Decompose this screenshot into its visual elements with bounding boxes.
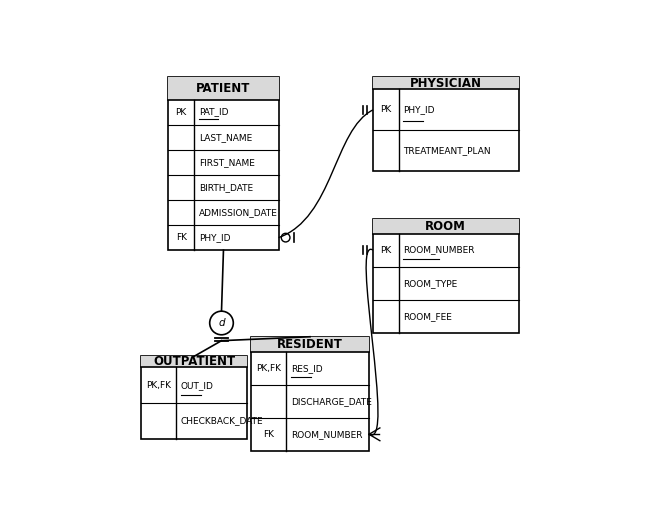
- Text: OUTPATIENT: OUTPATIENT: [153, 355, 235, 368]
- Text: RES_ID: RES_ID: [291, 364, 323, 373]
- Text: RESIDENT: RESIDENT: [277, 338, 343, 351]
- Text: PHYSICIAN: PHYSICIAN: [409, 77, 482, 90]
- Text: ROOM_FEE: ROOM_FEE: [403, 312, 452, 321]
- Text: CHECKBACK_DATE: CHECKBACK_DATE: [181, 416, 264, 426]
- Text: PHY_ID: PHY_ID: [199, 233, 230, 242]
- Text: ADMISSION_DATE: ADMISSION_DATE: [199, 208, 277, 217]
- Bar: [141, 357, 247, 439]
- Bar: [169, 77, 279, 250]
- Text: PK: PK: [176, 108, 187, 117]
- Text: FIRST_NAME: FIRST_NAME: [199, 158, 255, 167]
- Bar: [141, 357, 247, 367]
- Text: PK,FK: PK,FK: [256, 364, 281, 373]
- Text: TREATMEANT_PLAN: TREATMEANT_PLAN: [403, 147, 491, 155]
- Text: PATIENT: PATIENT: [197, 82, 251, 95]
- Text: d: d: [218, 318, 225, 328]
- Text: FK: FK: [263, 430, 274, 439]
- Text: DISCHARGE_DATE: DISCHARGE_DATE: [291, 397, 372, 406]
- Text: PAT_ID: PAT_ID: [199, 108, 229, 117]
- Text: PHY_ID: PHY_ID: [403, 105, 435, 114]
- Text: BIRTH_DATE: BIRTH_DATE: [199, 183, 253, 192]
- Bar: [373, 219, 519, 234]
- Text: PK,FK: PK,FK: [146, 381, 171, 389]
- Text: ROOM: ROOM: [425, 220, 466, 233]
- Bar: [251, 337, 369, 352]
- Bar: [373, 77, 519, 172]
- Text: PK: PK: [380, 246, 391, 254]
- Text: ROOM_NUMBER: ROOM_NUMBER: [291, 430, 363, 439]
- Text: OUT_ID: OUT_ID: [181, 381, 214, 389]
- Text: FK: FK: [176, 233, 187, 242]
- Bar: [169, 77, 279, 100]
- Bar: [251, 337, 369, 451]
- Text: PK: PK: [380, 105, 391, 114]
- Text: ROOM_TYPE: ROOM_TYPE: [403, 278, 458, 288]
- Text: ROOM_NUMBER: ROOM_NUMBER: [403, 246, 475, 254]
- Text: LAST_NAME: LAST_NAME: [199, 133, 252, 142]
- Bar: [373, 219, 519, 333]
- Bar: [373, 77, 519, 89]
